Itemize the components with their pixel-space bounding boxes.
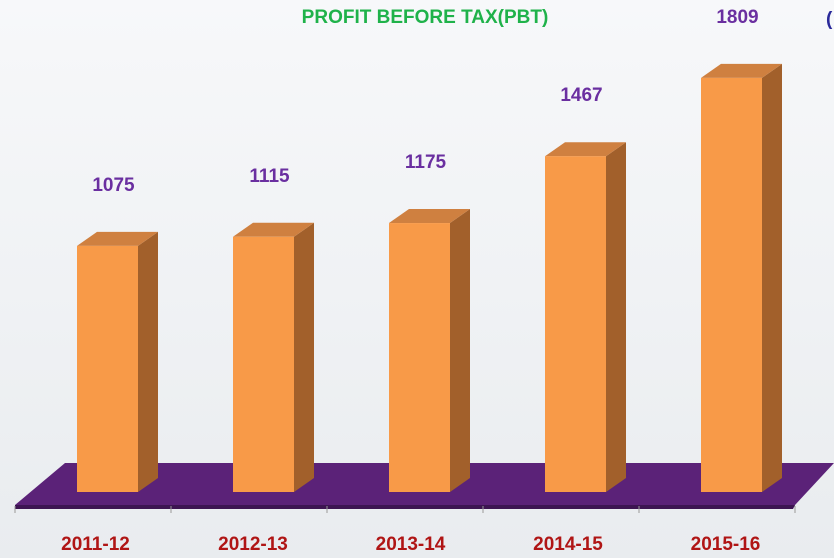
- chart-title: PROFIT BEFORE TAX(PBT): [302, 7, 549, 28]
- bar-top: [701, 63, 782, 78]
- bar: [701, 77, 762, 493]
- value-label: 1075: [92, 175, 135, 196]
- bar: [545, 156, 606, 492]
- bar-side: [138, 231, 158, 492]
- value-label: 1175: [405, 152, 447, 173]
- chart-subtitle: (: [826, 9, 833, 30]
- bar-top: [389, 209, 470, 224]
- x-tick-label: 2015-16: [691, 534, 761, 555]
- bar-side: [762, 63, 782, 493]
- value-label: 1467: [560, 85, 602, 106]
- bar-top: [233, 222, 314, 237]
- floor-edge: [15, 505, 795, 509]
- x-tick-label: 2011-12: [61, 534, 130, 555]
- x-tick-label: 2014-15: [533, 534, 603, 555]
- bar-side: [294, 222, 314, 493]
- value-label: 1809: [716, 7, 758, 28]
- x-tick-label: 2013-14: [376, 534, 446, 555]
- bar: [389, 223, 450, 493]
- x-tick-label: 2012-13: [218, 534, 288, 555]
- bar-side: [606, 142, 626, 492]
- value-label: 1115: [249, 166, 290, 187]
- bar-top: [77, 231, 158, 246]
- bar-top: [545, 142, 626, 157]
- bar: [77, 245, 138, 492]
- bar-side: [450, 209, 470, 493]
- bar: [233, 236, 294, 492]
